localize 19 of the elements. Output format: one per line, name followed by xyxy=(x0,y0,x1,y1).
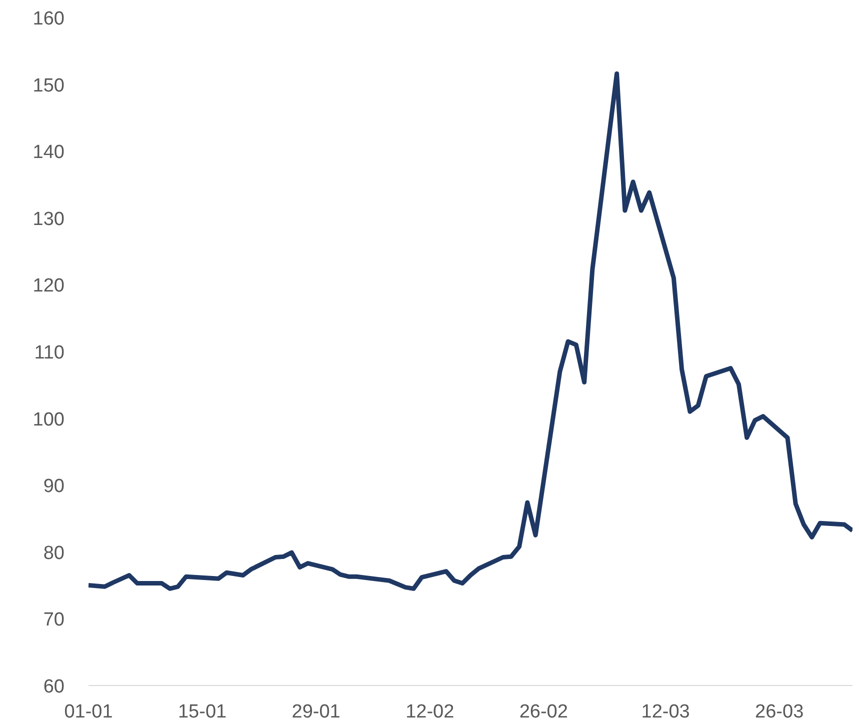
y-tick-label: 130 xyxy=(32,208,64,230)
y-tick-label: 150 xyxy=(32,75,64,96)
y-tick-label: 120 xyxy=(32,276,64,297)
x-tick-label: 01-01 xyxy=(64,702,113,722)
y-tick-label: 80 xyxy=(43,542,65,564)
y-tick-label: 140 xyxy=(32,142,64,164)
x-tick-label: 15-01 xyxy=(178,702,227,722)
y-tick-label: 90 xyxy=(43,476,65,498)
y-tick-label: 100 xyxy=(32,409,64,430)
x-tick-label: 29-01 xyxy=(292,702,340,722)
y-tick-label: 60 xyxy=(43,676,65,698)
y-tick-label: 160 xyxy=(32,8,64,30)
x-tick-label: 12-03 xyxy=(641,702,690,722)
x-tick-label: 26-03 xyxy=(755,702,804,722)
line-series xyxy=(88,71,852,591)
x-tick-label: 12-02 xyxy=(406,702,454,722)
y-tick-label: 70 xyxy=(43,610,65,631)
x-tick-label: 26-02 xyxy=(519,702,568,722)
y-tick-label: 110 xyxy=(34,342,65,364)
